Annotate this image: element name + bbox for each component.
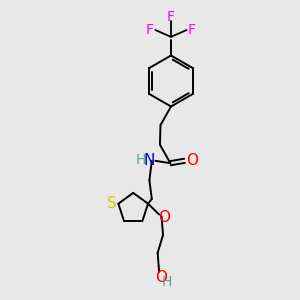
Text: F: F: [188, 23, 196, 37]
Text: F: F: [146, 23, 154, 37]
Text: S: S: [107, 196, 117, 211]
Text: F: F: [167, 10, 175, 24]
Text: O: O: [187, 153, 199, 168]
Text: O: O: [158, 210, 170, 225]
Text: N: N: [144, 153, 155, 168]
Text: O: O: [155, 270, 167, 285]
Text: H: H: [161, 275, 172, 289]
Text: H: H: [135, 153, 146, 167]
